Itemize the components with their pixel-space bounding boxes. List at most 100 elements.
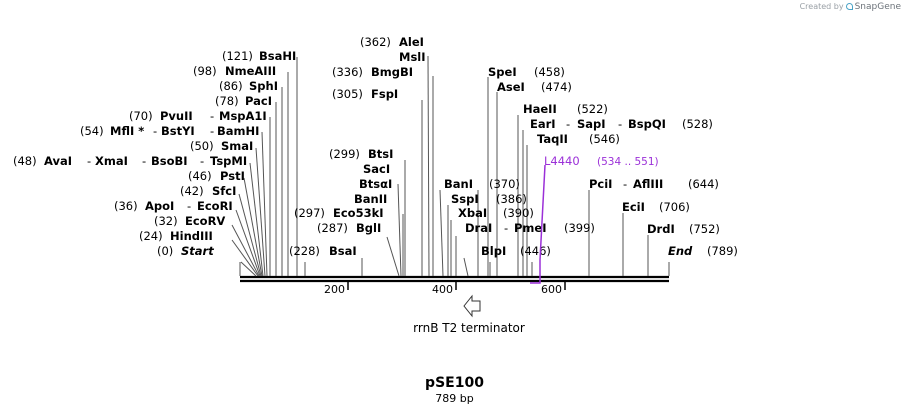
enzyme-sfci: SfcI <box>212 184 236 198</box>
middle-site-position: (228) <box>289 244 320 258</box>
enzyme-fspi: FspI <box>371 87 398 101</box>
left-site-position: (86) <box>219 79 243 93</box>
cut-site-line <box>243 177 263 277</box>
left-site-position: (42) <box>180 184 204 198</box>
enzyme-tspmi: TspMI <box>210 154 247 168</box>
enzyme-banii: BanII <box>354 192 387 206</box>
left-site-position: (121) <box>222 49 253 63</box>
right-site-position: (706) <box>659 200 690 214</box>
enzyme-separator: - <box>623 177 627 191</box>
left-site-position: (50) <box>190 139 214 153</box>
enzyme-nmeaiii: NmeAIII <box>225 64 276 78</box>
enzyme-eco53ki: Eco53kI <box>333 206 384 220</box>
middle-site-position: (287) <box>317 221 348 235</box>
enzyme-separator: - <box>504 221 508 235</box>
enzyme-separator: - <box>153 124 157 138</box>
enzyme-separator: - <box>142 154 146 168</box>
right-site-position: (522) <box>577 102 608 116</box>
cut-site-line <box>261 131 268 277</box>
enzyme-msli: MslI <box>399 50 426 64</box>
cut-site-line <box>238 193 262 277</box>
enzyme-btsi: BtsI <box>368 147 393 161</box>
right-site-position: (386) <box>496 192 527 206</box>
cut-site-line <box>231 224 260 277</box>
enzyme-separator: - <box>200 154 204 168</box>
enzyme-separator: - <box>187 199 191 213</box>
enzyme-hindiii: HindIII <box>170 229 213 243</box>
enzyme-separator: - <box>210 109 214 123</box>
cut-site-line <box>397 183 402 277</box>
cut-site-line <box>240 261 257 277</box>
right-site-position: (390) <box>503 206 534 220</box>
enzyme-afliii: AflIII <box>633 177 663 191</box>
enzyme-ecori: EcoRI <box>197 199 233 213</box>
enzyme-bamhi: BamHI <box>217 124 259 138</box>
left-site-position: (98) <box>193 64 217 78</box>
enzyme-bts-i: BtsαI <box>359 177 392 191</box>
cut-site-line <box>386 236 400 277</box>
primer-l4440-name: L4440 <box>544 154 580 168</box>
enzyme-drdi: DrdI <box>647 222 675 236</box>
middle-site-position: (299) <box>329 147 360 161</box>
right-site-position: (458) <box>534 65 565 79</box>
enzyme-spei: SpeI <box>488 65 517 79</box>
enzyme-pcii: PciI <box>589 177 612 191</box>
enzyme-saci: SacI <box>363 162 390 176</box>
left-site-position: (0) <box>157 244 173 258</box>
enzyme-separator: - <box>618 117 622 131</box>
enzyme-ecorv: EcoRV <box>185 214 225 228</box>
cut-site-line <box>255 147 266 277</box>
enzyme-bgli: BglI <box>356 221 381 235</box>
enzyme-sapi: SapI <box>577 117 606 131</box>
credit-brand: SnapGene <box>854 2 901 12</box>
enzyme-separator: - <box>210 124 214 138</box>
enzyme-pmei: PmeI <box>514 221 547 235</box>
cut-site-line <box>249 162 264 277</box>
cut-site-line <box>463 257 469 277</box>
left-site-position: (36) <box>114 199 138 213</box>
enzyme-smai: SmaI <box>221 139 253 153</box>
enzyme-bspqi: BspQI <box>628 117 666 131</box>
enzyme-bsai: BsaI <box>329 244 357 258</box>
enzyme-paci: PacI <box>245 94 272 108</box>
enzyme-blpi: BlpI <box>481 244 506 258</box>
primer-l4440-range: (534 .. 551) <box>597 156 659 168</box>
enzyme-pvuii: PvuII <box>160 109 193 123</box>
enzyme-bmgbi: BmgBI <box>371 65 413 79</box>
right-site-position: (446) <box>520 244 551 258</box>
right-site-position: (399) <box>564 221 595 235</box>
enzyme-eari: EarI <box>530 117 556 131</box>
enzyme-mfli: MflI * <box>110 124 144 138</box>
ruler-tick-label: 600 <box>541 283 562 296</box>
cut-site-line <box>427 55 430 277</box>
credit: Created by SnapGene <box>800 2 901 12</box>
enzyme-bsahi: BsaHI <box>259 49 296 63</box>
middle-site-position: (362) <box>360 35 391 49</box>
right-site-position: (789) <box>707 244 738 258</box>
enzyme-ecii: EciI <box>622 200 645 214</box>
enzyme-bstyi: BstYI <box>161 124 195 138</box>
right-site-position: (528) <box>682 117 713 131</box>
enzyme-mspa1i: MspA1I <box>219 109 267 123</box>
enzyme-drai: DraI <box>465 221 492 235</box>
cut-site-line <box>231 239 259 277</box>
enzyme-start: Start <box>181 244 214 258</box>
cut-site-line <box>235 209 261 277</box>
left-site-position: (70) <box>129 109 153 123</box>
snapgene-logo-icon <box>845 3 853 10</box>
ruler-tick-label: 400 <box>432 283 453 296</box>
ruler-tick-label: 200 <box>324 283 345 296</box>
enzyme-end: End <box>668 244 693 258</box>
enzyme-avai: AvaI <box>44 154 72 168</box>
right-site-position: (644) <box>688 177 719 191</box>
enzyme-apoi: ApoI <box>145 199 174 213</box>
enzyme-asei: AseI <box>497 80 525 94</box>
right-site-position: (474) <box>541 80 572 94</box>
left-site-position: (54) <box>80 124 104 138</box>
enzyme-alei: AleI <box>399 35 424 49</box>
primer-l4440-line <box>530 164 546 284</box>
left-site-position: (46) <box>188 169 212 183</box>
enzyme-taqii: TaqII <box>537 132 568 146</box>
